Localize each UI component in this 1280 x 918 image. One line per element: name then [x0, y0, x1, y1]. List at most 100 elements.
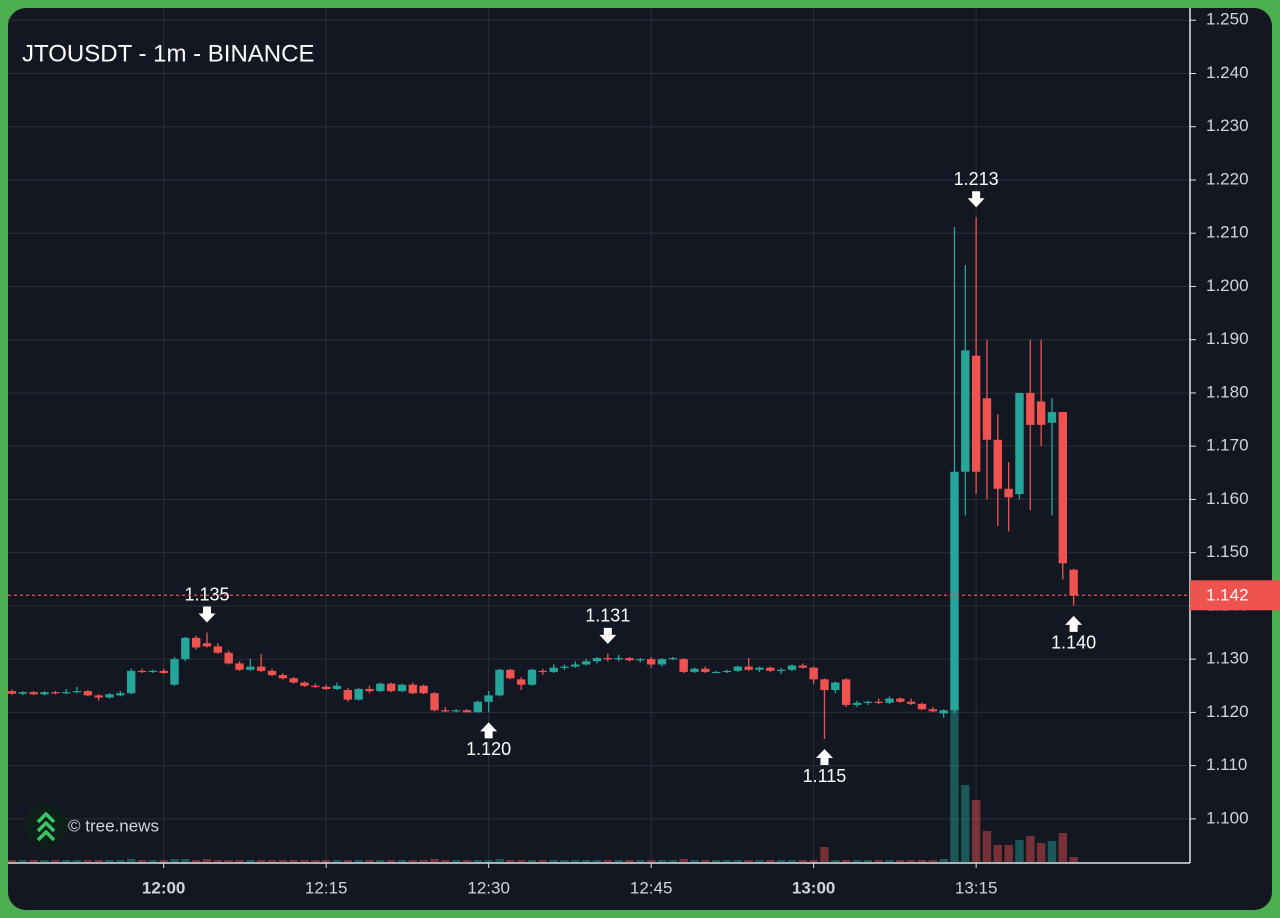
volume-bar — [820, 847, 829, 862]
candle-body — [300, 682, 309, 686]
candle-body — [733, 666, 743, 671]
volume-bar — [874, 860, 883, 862]
low-arrow — [480, 722, 498, 739]
volume-bar — [397, 860, 407, 862]
candle-body — [560, 666, 569, 668]
volume-bar — [1015, 840, 1024, 862]
high-arrow — [198, 606, 216, 623]
candle-body — [289, 678, 298, 683]
volume-bar — [809, 860, 818, 862]
volume-bar — [441, 860, 450, 862]
y-tick-label: 1.170 — [1206, 436, 1249, 455]
volume-bar — [906, 860, 916, 862]
volume-bar — [116, 860, 125, 862]
volume-bar — [711, 860, 721, 862]
candle-body — [419, 685, 428, 694]
volume-bar — [506, 860, 515, 862]
candle-body — [841, 679, 851, 705]
volume-bar — [614, 860, 623, 862]
volume-bar — [126, 859, 136, 862]
candle-body — [1004, 488, 1013, 498]
y-tick-label: 1.150 — [1206, 542, 1249, 561]
candle-body — [343, 690, 353, 700]
volume-bar — [982, 831, 992, 862]
volume-bar — [18, 860, 28, 862]
candle-layer — [7, 217, 1078, 740]
candle-body — [235, 663, 244, 670]
candle-body — [365, 688, 374, 692]
volume-bar — [267, 860, 277, 862]
candle-body — [94, 695, 103, 698]
candle-body — [939, 710, 948, 714]
volume-bar — [885, 860, 894, 862]
volume-bar — [1069, 857, 1078, 862]
candle-body — [181, 637, 190, 660]
candle-body — [51, 692, 60, 694]
y-tick-label: 1.240 — [1206, 63, 1249, 82]
candle-body — [321, 686, 331, 689]
volume-bar — [928, 860, 938, 862]
candle-body — [744, 666, 753, 670]
candle-body — [787, 665, 797, 670]
y-tick-label: 1.210 — [1206, 223, 1249, 242]
candle-body — [397, 684, 407, 692]
low-arrow — [815, 749, 833, 766]
candle-body — [701, 668, 710, 672]
volume-bar — [971, 800, 981, 862]
candle-body — [863, 701, 873, 703]
candle-body — [148, 670, 158, 673]
volume-bar — [701, 860, 710, 862]
candle-body — [571, 664, 580, 667]
volume-bar — [625, 860, 634, 862]
candle-body — [105, 694, 114, 698]
high-label: 1.213 — [954, 169, 999, 189]
volume-bar — [430, 859, 439, 862]
volume-bar — [473, 860, 483, 862]
volume-bar — [72, 860, 82, 862]
volume-bar — [787, 860, 797, 862]
volume-bar — [961, 785, 970, 862]
volume-bar — [646, 860, 656, 862]
volume-bar — [289, 860, 298, 862]
volume-bar — [950, 706, 959, 862]
volume-bar — [246, 860, 255, 862]
volume-bar — [549, 860, 558, 862]
volume-bar — [755, 860, 764, 862]
candle-body — [1036, 401, 1046, 425]
volume-bar — [1026, 836, 1035, 862]
candle-body — [549, 667, 558, 672]
x-tick-label: 12:00 — [142, 878, 185, 897]
candle-body — [83, 691, 93, 696]
y-tick-label: 1.130 — [1206, 649, 1249, 668]
high-label: 1.131 — [585, 606, 630, 626]
candle-body — [170, 659, 179, 685]
chart-panel — [8, 8, 1272, 910]
candle-body — [636, 659, 645, 661]
y-tick-label: 1.120 — [1206, 702, 1249, 721]
volume-bar — [105, 860, 114, 862]
candle-body — [766, 667, 775, 671]
candle-body — [961, 350, 970, 472]
volume-bar — [94, 860, 103, 862]
candle-body — [852, 702, 862, 705]
volume-bar — [51, 860, 60, 862]
volume-bar — [321, 860, 331, 862]
candle-body — [126, 670, 136, 694]
volume-bar — [581, 860, 591, 862]
x-tick-label: 12:30 — [467, 878, 510, 897]
candle-body — [516, 679, 526, 685]
candle-body — [971, 355, 981, 472]
volume-bar — [170, 859, 179, 862]
volume-bar — [841, 860, 851, 862]
candle-body — [246, 666, 255, 670]
candle-body — [116, 693, 125, 696]
volume-bar — [343, 860, 353, 862]
candle-body — [668, 658, 678, 660]
candle-body — [1058, 412, 1068, 564]
candle-body — [72, 691, 82, 693]
candle-body — [722, 670, 732, 673]
candle-body — [495, 669, 504, 696]
volume-bar — [159, 860, 168, 862]
volume-bar — [690, 860, 699, 862]
